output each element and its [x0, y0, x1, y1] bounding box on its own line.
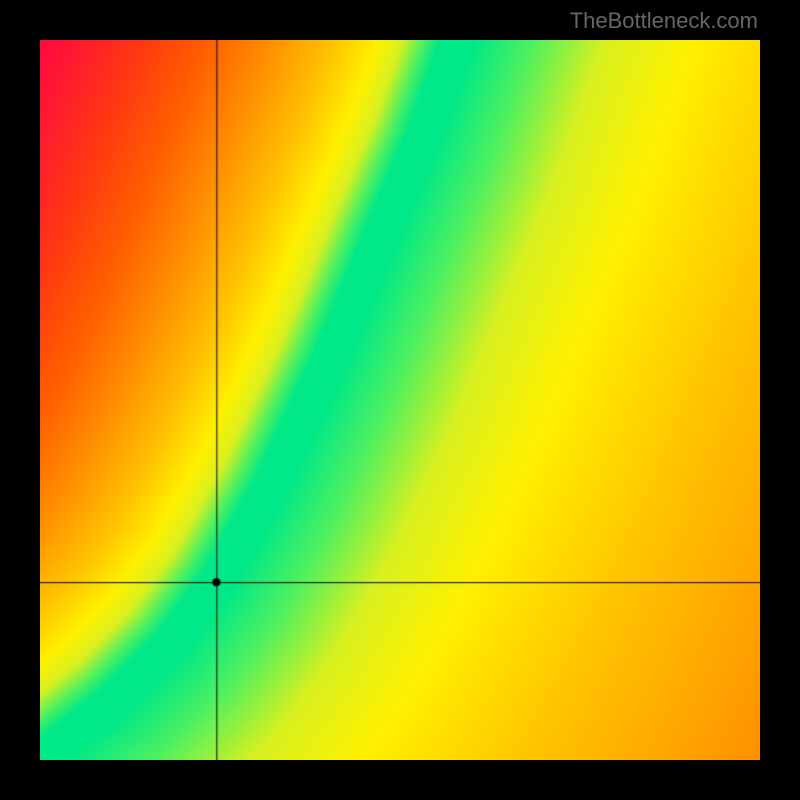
watermark-text: TheBottleneck.com — [570, 8, 758, 34]
heatmap-canvas — [40, 40, 760, 760]
heatmap-plot — [40, 40, 760, 760]
